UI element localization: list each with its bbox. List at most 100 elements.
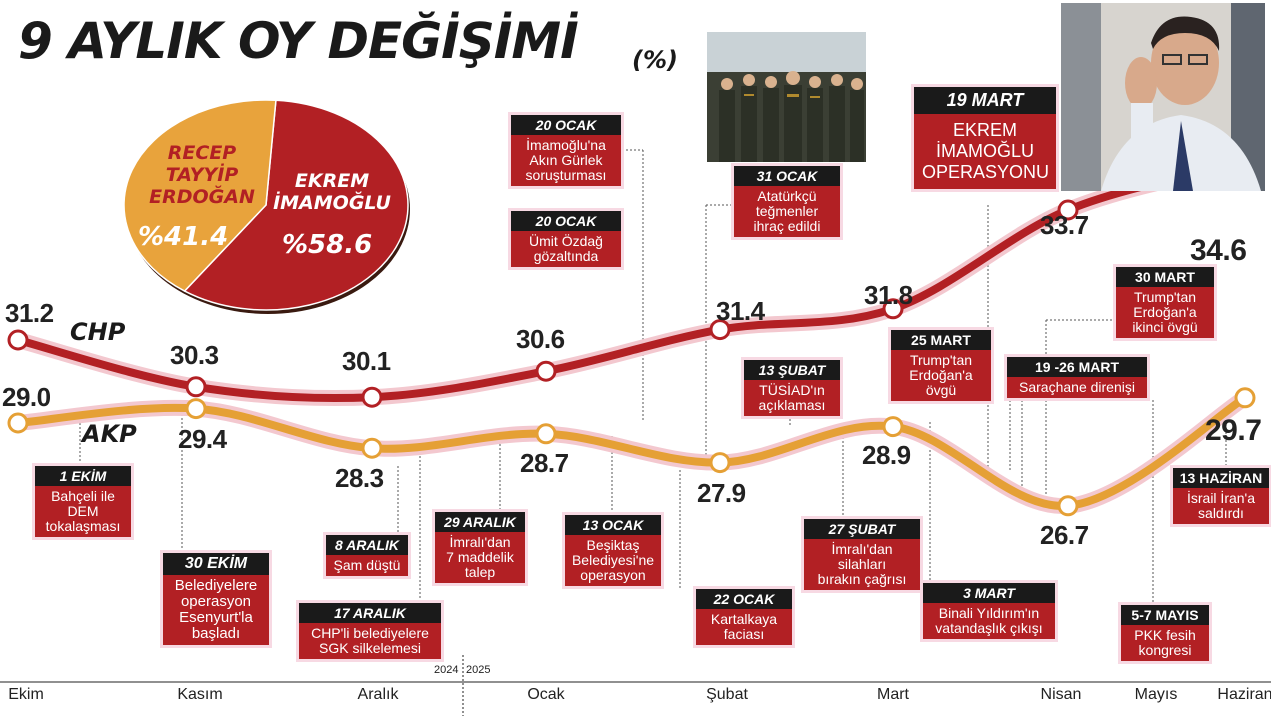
event-text: Belediyelere operasyon Esenyurt'la başla… [163,575,269,645]
event-box-major: 19 MART EKREM İMAMOĞLU OPERASYONU [914,87,1056,189]
event-box: 25 MART Trump'tan Erdoğan'a övgü [891,330,991,401]
chp-value-label: 31.8 [864,280,913,310]
akp-point [709,452,731,474]
akp-point [7,412,29,434]
event-text: İmamoğlu'na Akın Gürlek soruşturması [511,135,621,186]
event-date: 20 OCAK [511,115,621,135]
event-box: 8 ARALIK Şam düştü [326,535,408,576]
event-date: 1 EKİM [35,466,131,486]
event-text: Atatürkçü teğmenler ihraç edildi [734,186,840,237]
year-label: 2025 [466,664,491,676]
event-box: 13 ŞUBAT TÜSİAD'ın açıklaması [744,360,840,416]
chp-value-label: 31.2 [5,298,54,328]
event-date: 29 ARALIK [435,512,525,532]
chp-point [361,386,383,408]
event-text: Bahçeli ile DEM tokalaşması [35,486,131,537]
event-box: 22 OCAK Kartalkaya faciası [696,589,792,645]
event-date: 22 OCAK [696,589,792,609]
chp-value-label: 33.7 [1040,210,1089,240]
event-text: İsrail İran'a saldırdı [1173,488,1269,524]
akp-point [185,398,207,420]
event-date: 13 HAZİRAN [1173,468,1269,488]
akp-point [361,437,383,459]
akp-value-label: 29.0 [2,382,51,412]
event-text: CHP'li belediyelere SGK silkelemesi [299,623,441,659]
x-tick-label: Şubat [706,686,748,703]
event-text: İmralı'dan 7 maddelik talep [435,532,525,583]
akp-value-label: 29.4 [178,424,227,454]
event-date: 20 OCAK [511,211,621,231]
year-label: 2024 [434,664,459,676]
event-box: 31 OCAK Atatürkçü teğmenler ihraç edildi [734,166,840,237]
event-box: 30 EKİM Belediyelere operasyon Esenyurt'… [163,553,269,645]
event-box: 13 HAZİRAN İsrail İran'a saldırdı [1173,468,1269,524]
chp-point [709,319,731,341]
akp-value-label: 28.9 [862,440,911,470]
x-tick-label: Haziran [1217,686,1271,703]
event-date: 25 MART [891,330,991,350]
event-text: Ümit Özdağ gözaltında [511,231,621,267]
chp-point [185,376,207,398]
akp-point [1057,495,1079,517]
event-text: Şam düştü [326,555,408,576]
event-box: 13 OCAK Beşiktaş Belediyesi'ne operasyon [565,515,661,586]
chp-value-label: 30.6 [516,324,565,354]
event-box: 27 ŞUBAT İmralı'dan silahları bırakın ça… [804,519,920,590]
pie-slice [123,99,277,292]
chp-point [1057,199,1079,221]
chart-title: 9 AYLIK OY DEĞİŞİMİ [18,12,579,70]
event-box: 19 -26 MART Saraçhane direnişi [1007,357,1147,398]
event-text: EKREM İMAMOĞLU OPERASYONU [914,114,1056,189]
akp-point [882,416,904,438]
x-tick-label: Mart [877,686,909,703]
pie-value-imamoglu: %58.6 [282,230,373,260]
series-label-chp: CHP [70,318,126,346]
event-date: 30 EKİM [163,553,269,575]
event-text: Trump'tan Erdoğan'a övgü [891,350,991,401]
event-date: 8 ARALIK [326,535,408,555]
event-box: 30 MART Trump'tan Erdoğan'a ikinci övgü [1116,267,1214,338]
pie-slice [183,99,409,311]
event-text: İmralı'dan silahları bırakın çağrısı [804,539,920,590]
x-tick-label: Aralık [357,686,399,703]
event-date: 13 OCAK [565,515,661,535]
akp-point [1234,387,1256,409]
imamoglu-photo-icon [1061,3,1265,191]
x-tick-label: Nisan [1040,686,1082,703]
akp-point [535,423,557,445]
chp-value-label: 34.6 [1190,234,1247,267]
event-text: PKK fesih kongresi [1121,625,1209,661]
event-box: 20 OCAK Ümit Özdağ gözaltında [511,211,621,267]
pie-label-imamoglu: EKREM İMAMOĞLU [273,170,391,214]
event-date: 30 MART [1116,267,1214,287]
event-date: 31 OCAK [734,166,840,186]
x-tick-label: Ekim [8,686,44,703]
event-text: Trump'tan Erdoğan'a ikinci övgü [1116,287,1214,338]
akp-value-label: 27.9 [697,478,746,508]
event-date: 27 ŞUBAT [804,519,920,539]
event-box: 5-7 MAYIS PKK fesih kongresi [1121,605,1209,661]
chp-line [14,159,1249,403]
event-box: 1 EKİM Bahçeli ile DEM tokalaşması [35,466,131,537]
event-date: 19 MART [914,87,1056,114]
chp-value-label: 30.1 [342,346,391,376]
pie-label-erdogan: RECEP TAYYİP ERDOĞAN [149,142,255,208]
chp-value-label: 30.3 [170,340,219,370]
x-tick-label: Kasım [177,686,223,703]
event-text: Kartalkaya faciası [696,609,792,645]
series-label-akp: AKP [82,420,137,448]
akp-line [14,393,1249,510]
event-box: 20 OCAK İmamoğlu'na Akın Gürlek soruştur… [511,115,621,186]
soldiers-photo-icon [707,32,866,162]
chp-point [535,360,557,382]
akp-value-label: 28.7 [520,448,569,478]
pie-value-erdogan: %41.4 [138,222,229,252]
event-box: 17 ARALIK CHP'li belediyelere SGK silkel… [299,603,441,659]
event-box: 3 MART Binali Yıldırım'ın vatandaşlık çı… [923,583,1055,639]
akp-value-label: 26.7 [1040,520,1089,550]
chart-unit: (%) [632,46,678,74]
event-text: Beşiktaş Belediyesi'ne operasyon [565,535,661,586]
event-text: Binali Yıldırım'ın vatandaşlık çıkışı [923,603,1055,639]
event-date: 17 ARALIK [299,603,441,623]
